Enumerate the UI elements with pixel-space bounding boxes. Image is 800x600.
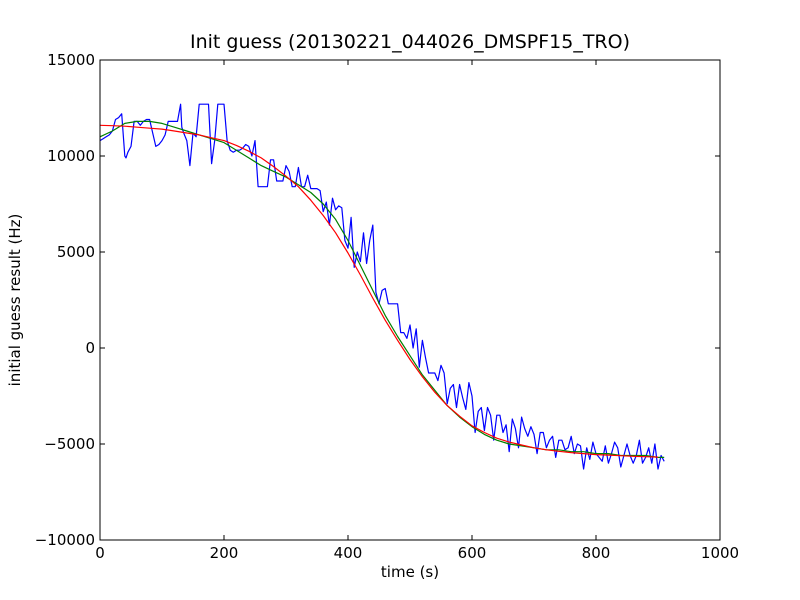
x-tick-label: 0	[95, 544, 105, 562]
y-tick-label: 15000	[47, 51, 95, 69]
x-tick-label: 200	[210, 544, 239, 562]
y-axis-label: initial guess result (Hz)	[6, 214, 24, 387]
y-tick-label: 10000	[47, 147, 95, 165]
x-tick-label: 600	[458, 544, 487, 562]
series-line-1	[99, 120, 665, 458]
plot-frame	[99, 59, 721, 541]
y-tick-label: 5000	[57, 243, 95, 261]
series-line-2	[99, 124, 659, 458]
x-tick-label: 1000	[701, 544, 739, 562]
y-tick-label: −10000	[35, 531, 95, 549]
x-tick-label: 800	[582, 544, 611, 562]
y-tick-label: 0	[85, 339, 95, 357]
chart-title: Init guess (20130221_044026_DMSPF15_TRO)	[190, 31, 630, 53]
series-layer	[99, 103, 665, 470]
x-tick-label: 400	[334, 544, 363, 562]
x-axis-label: time (s)	[381, 563, 439, 581]
y-tick-label: −5000	[44, 435, 95, 453]
ticks-layer: 0 200 400 600 800 1000 −10000 −5000 0 5000 10000 15…	[35, 51, 739, 562]
